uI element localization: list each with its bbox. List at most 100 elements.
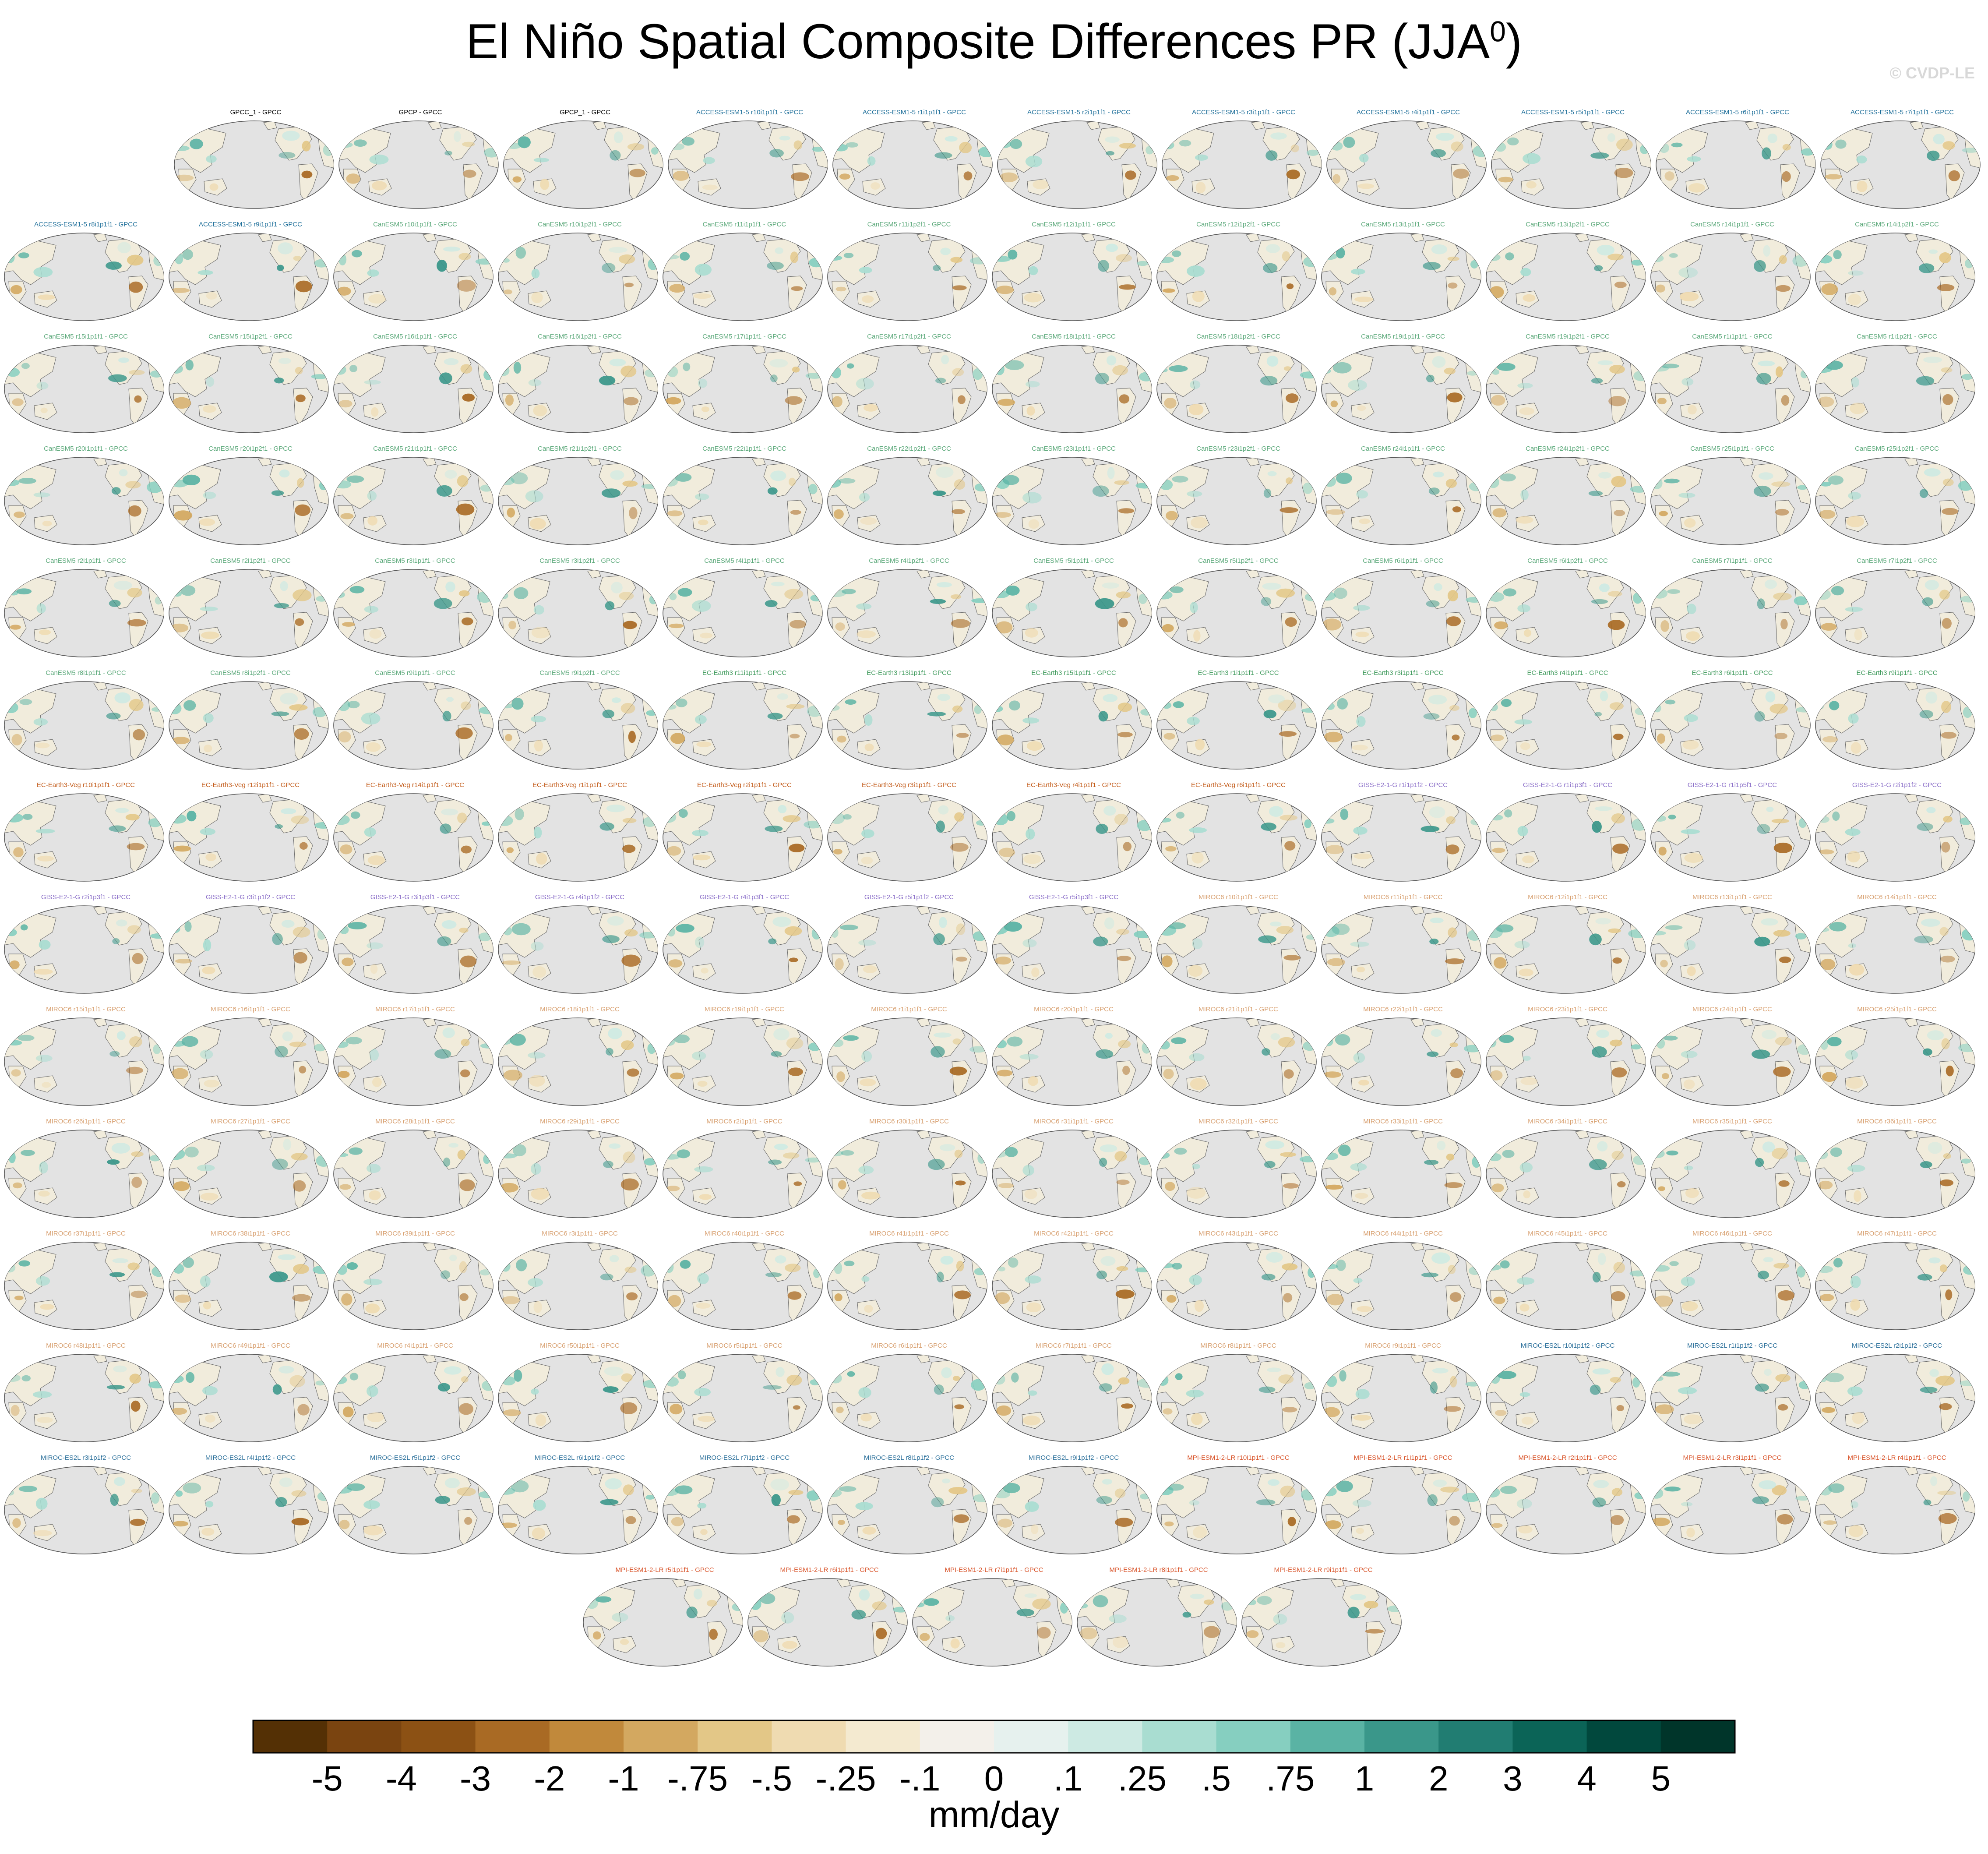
map-panel: MIROC6 r2i1p1f1 - GPCC xyxy=(662,1118,827,1227)
panel-title: MIROC6 r28i1p1f1 - GPCC xyxy=(375,1118,455,1125)
map-panel: MIROC6 r17i1p1f1 - GPCC xyxy=(333,1006,497,1115)
map-panel: CanESM5 r25i1p2f1 - GPCC xyxy=(1815,445,1979,554)
world-map xyxy=(1486,1354,1646,1442)
panel-title: EC-Earth3 r15i1p1f1 - GPCC xyxy=(1031,669,1116,677)
panel-title: CanESM5 r24i1p1f1 - GPCC xyxy=(1361,445,1445,452)
watermark: © CVDP-LE xyxy=(1889,64,1975,82)
map-panel: CanESM5 r7i1p1f1 - GPCC xyxy=(1650,557,1815,667)
map-panel: MIROC6 r8i1p1f1 - GPCC xyxy=(1156,1342,1321,1451)
panel-title: CanESM5 r17i1p1f1 - GPCC xyxy=(702,333,786,340)
map-panel: EC-Earth3-Veg r2i1p1f1 - GPCC xyxy=(662,781,827,891)
colorbar-swatch xyxy=(475,1720,550,1753)
map-panel: CanESM5 r19i1p1f1 - GPCC xyxy=(1321,333,1485,442)
map-panel: CanESM5 r3i1p1f1 - GPCC xyxy=(333,557,497,667)
world-map xyxy=(1650,793,1811,882)
world-map xyxy=(1650,233,1811,321)
world-map xyxy=(4,1130,164,1218)
panel-title: ACCESS-ESM1-5 r1i1p1f1 - GPCC xyxy=(863,109,966,116)
world-map xyxy=(498,681,658,770)
world-map xyxy=(1321,569,1481,657)
panel-title: CanESM5 r14i1p1f1 - GPCC xyxy=(1690,221,1774,228)
map-panel: CanESM5 r12i1p1f1 - GPCC xyxy=(991,221,1156,330)
panel-title: EC-Earth3 r4i1p1f1 - GPCC xyxy=(1527,669,1608,677)
world-map xyxy=(333,681,493,770)
map-panel: EC-Earth3 r4i1p1f1 - GPCC xyxy=(1485,669,1650,779)
colorbar-tick-label: -2 xyxy=(534,1759,565,1798)
map-panel: CanESM5 r13i1p2f1 - GPCC xyxy=(1485,221,1650,330)
world-map xyxy=(997,120,1157,209)
panel-title: MIROC6 r2i1p1f1 - GPCC xyxy=(706,1118,783,1125)
panel-title: CanESM5 r8i1p2f1 - GPCC xyxy=(210,669,291,677)
colorbar-tick-label: .25 xyxy=(1118,1759,1167,1798)
colorbar-tick-label: 0 xyxy=(984,1759,1004,1798)
panel-title: CanESM5 r20i1p1f1 - GPCC xyxy=(44,445,128,452)
panel-title: CanESM5 r25i1p2f1 - GPCC xyxy=(1855,445,1939,452)
map-panel: GISS-E2-1-G r2i1p3f1 - GPCC xyxy=(4,893,168,1003)
panel-title: MIROC6 r35i1p1f1 - GPCC xyxy=(1692,1118,1772,1125)
map-panel: EC-Earth3 r3i1p1f1 - GPCC xyxy=(1321,669,1485,779)
world-map xyxy=(1650,1354,1811,1442)
world-map xyxy=(992,457,1152,545)
map-panel: CanESM5 r8i1p1f1 - GPCC xyxy=(4,669,168,779)
world-map xyxy=(1815,1242,1975,1330)
panel-title: MIROC6 r26i1p1f1 - GPCC xyxy=(46,1118,126,1125)
world-map xyxy=(663,905,823,994)
world-map xyxy=(1656,120,1816,209)
map-panel: GISS-E2-1-G r5i1p1f2 - GPCC xyxy=(827,893,991,1003)
world-map xyxy=(498,793,658,882)
panel-title: MIROC6 r36i1p1f1 - GPCC xyxy=(1857,1118,1937,1125)
world-map xyxy=(827,1017,987,1106)
world-map xyxy=(169,1017,329,1106)
world-map xyxy=(1815,681,1975,770)
colorbar-tick-label: -5 xyxy=(312,1759,343,1798)
continents xyxy=(4,345,164,425)
map-panel: CanESM5 r1i1p1f1 - GPCC xyxy=(1650,333,1815,442)
panel-title: CanESM5 r9i1p1f1 - GPCC xyxy=(375,669,455,677)
map-panel: EC-Earth3 r1i1p1f1 - GPCC xyxy=(1156,669,1321,779)
map-panel: MIROC6 r26i1p1f1 - GPCC xyxy=(4,1118,168,1227)
map-panel: MIROC-ES2L r7i1p1f2 - GPCC xyxy=(662,1454,827,1564)
world-map xyxy=(333,1130,493,1218)
colorbar-swatch xyxy=(1290,1720,1365,1753)
world-map xyxy=(498,905,658,994)
panel-title: MIROC6 r15i1p1f1 - GPCC xyxy=(46,1006,126,1013)
panel-title: MIROC6 r46i1p1f1 - GPCC xyxy=(1692,1230,1772,1237)
world-map xyxy=(1650,1017,1811,1106)
panel-title: GPCP - GPCC xyxy=(398,109,442,116)
map-panel: MIROC6 r44i1p1f1 - GPCC xyxy=(1321,1230,1485,1339)
map-panel: MPI-ESM1-2-LR r1i1p1f1 - GPCC xyxy=(1321,1454,1485,1564)
colorbar-swatch xyxy=(624,1720,698,1753)
panel-title: CanESM5 r18i1p2f1 - GPCC xyxy=(1196,333,1280,340)
panel-title: MIROC-ES2L r3i1p1f2 - GPCC xyxy=(40,1454,131,1462)
colorbar-tick-label: -3 xyxy=(460,1759,491,1798)
world-map xyxy=(663,233,823,321)
world-map xyxy=(1650,1242,1811,1330)
panel-title: MPI-ESM1-2-LR r6i1p1f1 - GPCC xyxy=(780,1566,879,1574)
world-map xyxy=(1650,569,1811,657)
map-panel: GISS-E2-1-G r2i1p1f2 - GPCC xyxy=(1815,781,1979,891)
panel-title: CanESM5 r15i1p2f1 - GPCC xyxy=(208,333,293,340)
map-panel: MIROC6 r35i1p1f1 - GPCC xyxy=(1650,1118,1815,1227)
map-panel: GISS-E2-1-G r3i1p3f1 - GPCC xyxy=(333,893,497,1003)
colorbar-swatch xyxy=(1512,1720,1587,1753)
colorbar-swatch xyxy=(772,1720,846,1753)
world-map xyxy=(1820,120,1981,209)
world-map xyxy=(992,681,1152,770)
map-panel: MIROC6 r3i1p1f1 - GPCC xyxy=(497,1230,662,1339)
map-panel: MIROC6 r48i1p1f1 - GPCC xyxy=(4,1342,168,1451)
colorbar-units-label: mm/day xyxy=(928,1794,1060,1835)
world-map xyxy=(992,345,1152,433)
world-map xyxy=(169,1466,329,1554)
map-panel: CanESM5 r14i1p1f1 - GPCC xyxy=(1650,221,1815,330)
map-panel: CanESM5 r20i1p1f1 - GPCC xyxy=(4,445,168,554)
title-close: ) xyxy=(1505,14,1523,69)
panel-title: CanESM5 r21i1p1f1 - GPCC xyxy=(373,445,457,452)
map-panel: MIROC6 r19i1p1f1 - GPCC xyxy=(662,1006,827,1115)
world-map xyxy=(169,793,329,882)
panel-title: EC-Earth3-Veg r1i1p1f1 - GPCC xyxy=(532,781,627,789)
panel-title: MIROC-ES2L r6i1p1f2 - GPCC xyxy=(534,1454,625,1462)
panel-title: MIROC6 r39i1p1f1 - GPCC xyxy=(375,1230,455,1237)
continents xyxy=(992,1466,1152,1547)
world-map xyxy=(992,1242,1152,1330)
map-panel: MIROC6 r10i1p1f1 - GPCC xyxy=(1156,893,1321,1003)
